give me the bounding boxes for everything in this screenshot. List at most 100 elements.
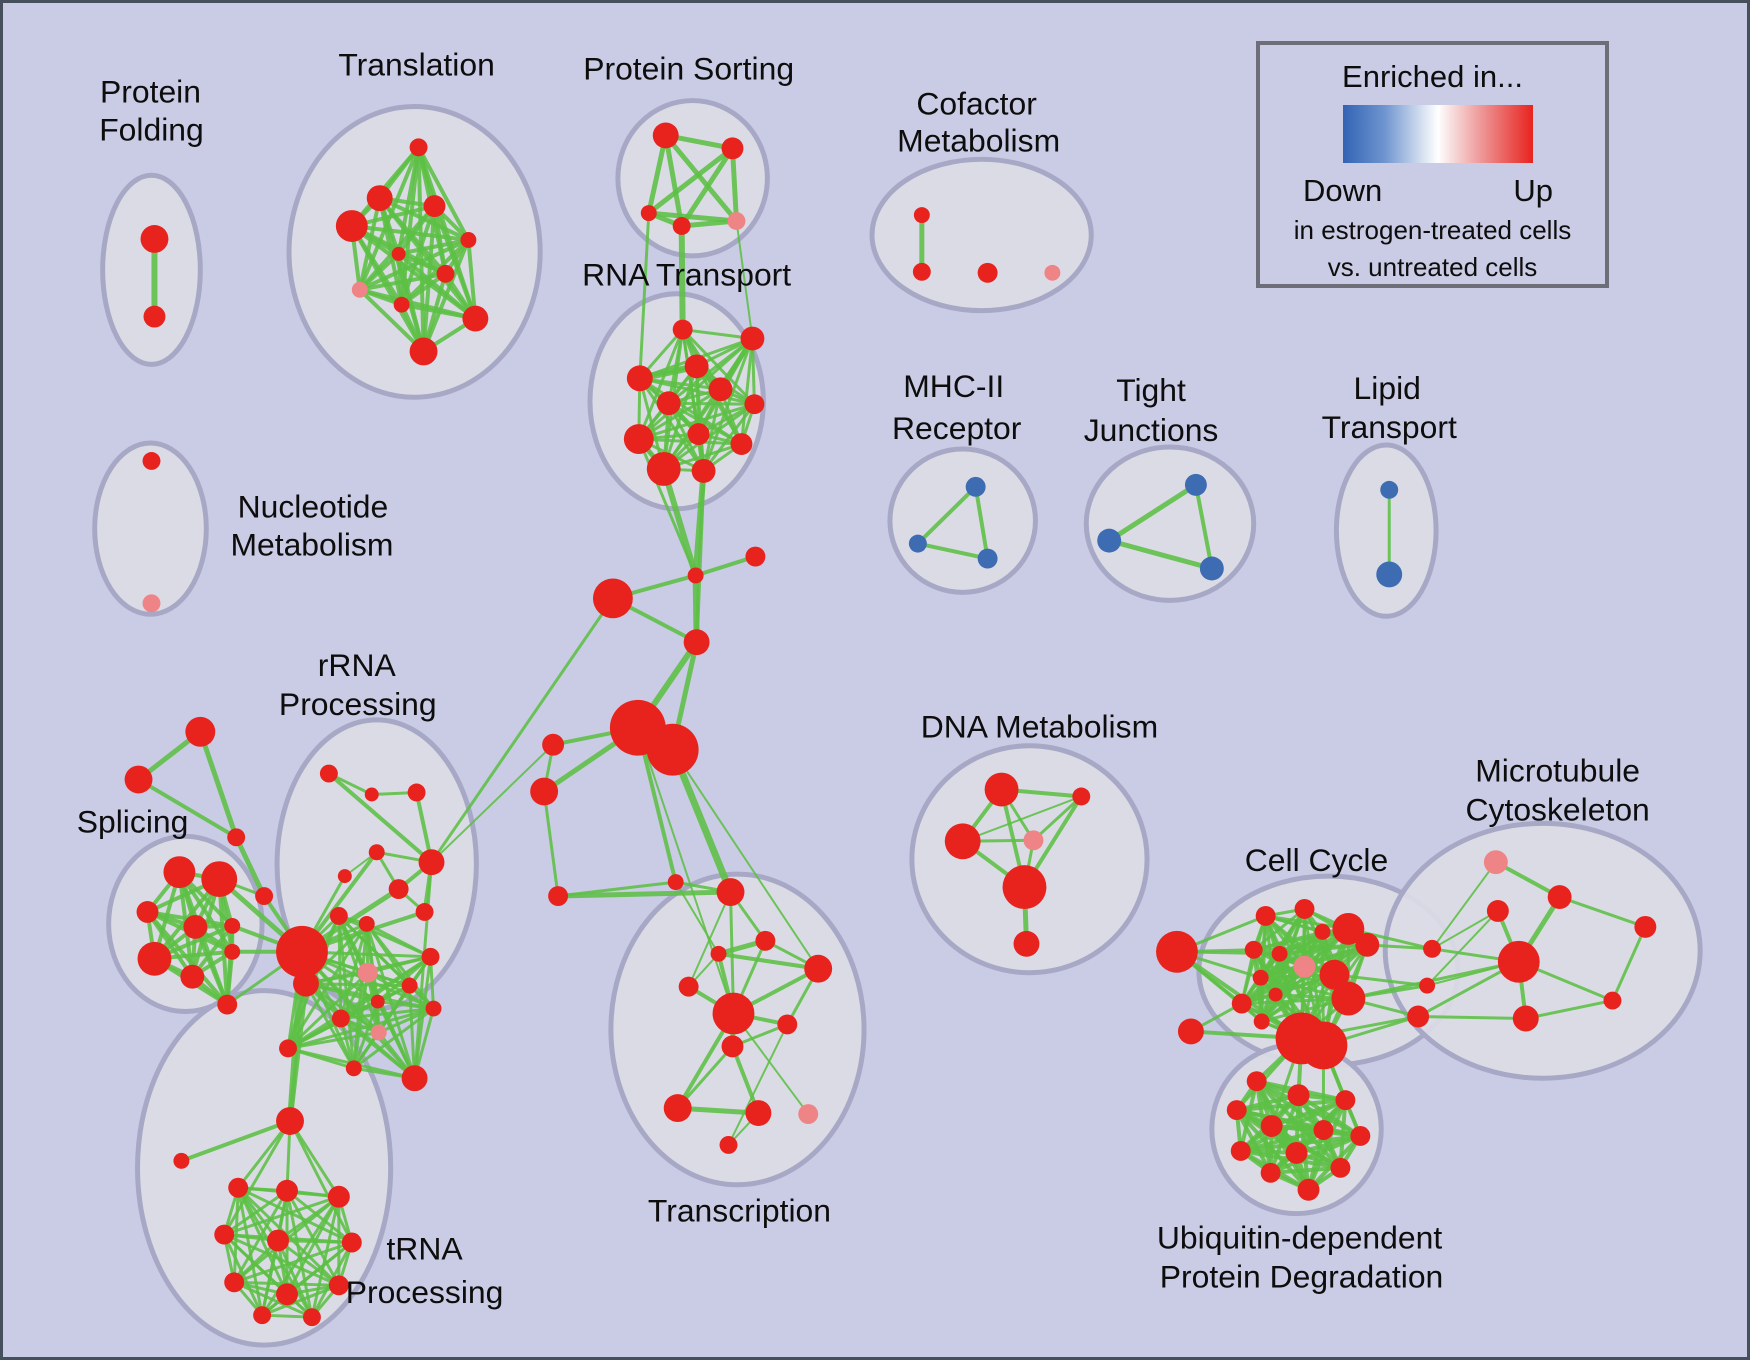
node[interactable]: [214, 1224, 235, 1245]
node[interactable]: [1407, 1005, 1430, 1028]
node[interactable]: [708, 377, 733, 402]
node[interactable]: [1260, 1115, 1283, 1137]
node[interactable]: [335, 210, 368, 242]
node[interactable]: [1294, 899, 1315, 919]
node[interactable]: [1246, 1071, 1267, 1092]
node[interactable]: [224, 943, 241, 960]
node[interactable]: [740, 326, 765, 351]
node[interactable]: [542, 733, 565, 756]
node[interactable]: [712, 992, 755, 1035]
node[interactable]: [341, 1232, 362, 1253]
node[interactable]: [530, 777, 559, 806]
node[interactable]: [136, 901, 159, 923]
node[interactable]: [1231, 993, 1252, 1014]
node[interactable]: [798, 1104, 819, 1125]
node[interactable]: [1313, 1120, 1334, 1140]
node[interactable]: [345, 1060, 362, 1077]
node[interactable]: [1314, 923, 1331, 940]
node[interactable]: [364, 787, 379, 802]
node[interactable]: [977, 262, 998, 283]
node[interactable]: [329, 906, 348, 925]
node[interactable]: [370, 1024, 387, 1041]
node[interactable]: [1002, 865, 1047, 909]
node[interactable]: [358, 915, 375, 932]
node[interactable]: [1230, 1140, 1251, 1161]
node[interactable]: [224, 1272, 245, 1293]
node[interactable]: [623, 424, 654, 455]
node[interactable]: [656, 391, 681, 416]
node[interactable]: [418, 849, 445, 876]
node[interactable]: [142, 452, 161, 470]
node[interactable]: [1297, 1178, 1320, 1201]
node[interactable]: [1332, 912, 1365, 945]
node[interactable]: [1097, 528, 1122, 553]
node[interactable]: [462, 305, 489, 332]
node[interactable]: [142, 594, 161, 613]
node[interactable]: [173, 1152, 190, 1169]
node[interactable]: [1285, 1141, 1308, 1164]
node[interactable]: [124, 765, 153, 794]
node[interactable]: [1260, 1162, 1281, 1183]
node[interactable]: [1331, 981, 1366, 1016]
node[interactable]: [267, 1229, 290, 1252]
node[interactable]: [727, 212, 746, 230]
node[interactable]: [388, 879, 409, 900]
node[interactable]: [804, 954, 833, 983]
node[interactable]: [745, 1100, 772, 1127]
node[interactable]: [1156, 930, 1198, 973]
node[interactable]: [1252, 969, 1269, 986]
node[interactable]: [425, 1000, 442, 1017]
node[interactable]: [1319, 959, 1350, 990]
node[interactable]: [744, 394, 765, 415]
node[interactable]: [1253, 1013, 1270, 1030]
node[interactable]: [1380, 480, 1399, 499]
node[interactable]: [1603, 991, 1622, 1010]
node[interactable]: [1199, 556, 1224, 581]
node[interactable]: [415, 903, 434, 921]
node[interactable]: [646, 723, 699, 776]
node[interactable]: [652, 122, 679, 149]
node[interactable]: [691, 458, 716, 483]
node[interactable]: [253, 1306, 272, 1325]
node[interactable]: [180, 964, 205, 989]
node[interactable]: [368, 844, 385, 861]
node[interactable]: [276, 925, 328, 978]
node[interactable]: [1177, 1018, 1204, 1045]
node[interactable]: [548, 886, 569, 906]
node[interactable]: [1023, 830, 1044, 851]
node[interactable]: [640, 205, 657, 222]
node[interactable]: [1486, 900, 1509, 922]
node[interactable]: [279, 1039, 297, 1058]
node[interactable]: [217, 994, 238, 1015]
node[interactable]: [293, 970, 319, 997]
node[interactable]: [984, 772, 1019, 807]
node[interactable]: [1013, 930, 1040, 957]
node[interactable]: [745, 546, 766, 567]
node[interactable]: [421, 947, 440, 966]
node[interactable]: [393, 296, 410, 313]
node[interactable]: [1184, 473, 1207, 496]
node[interactable]: [965, 476, 986, 497]
node[interactable]: [667, 874, 684, 891]
node[interactable]: [684, 354, 709, 379]
node[interactable]: [687, 423, 710, 446]
node[interactable]: [687, 567, 704, 584]
node[interactable]: [401, 1065, 428, 1092]
node[interactable]: [912, 262, 931, 281]
node[interactable]: [678, 976, 699, 997]
node[interactable]: [646, 452, 681, 486]
node[interactable]: [423, 195, 446, 218]
node[interactable]: [1244, 940, 1263, 959]
node[interactable]: [663, 1094, 692, 1123]
node[interactable]: [710, 945, 727, 962]
node[interactable]: [1423, 939, 1442, 958]
node[interactable]: [944, 823, 981, 860]
node[interactable]: [1547, 885, 1572, 909]
node[interactable]: [409, 138, 428, 157]
node[interactable]: [331, 1009, 350, 1028]
node[interactable]: [357, 962, 378, 983]
node[interactable]: [1287, 1084, 1310, 1107]
node[interactable]: [913, 207, 930, 224]
node[interactable]: [276, 1107, 304, 1135]
node[interactable]: [716, 878, 745, 906]
